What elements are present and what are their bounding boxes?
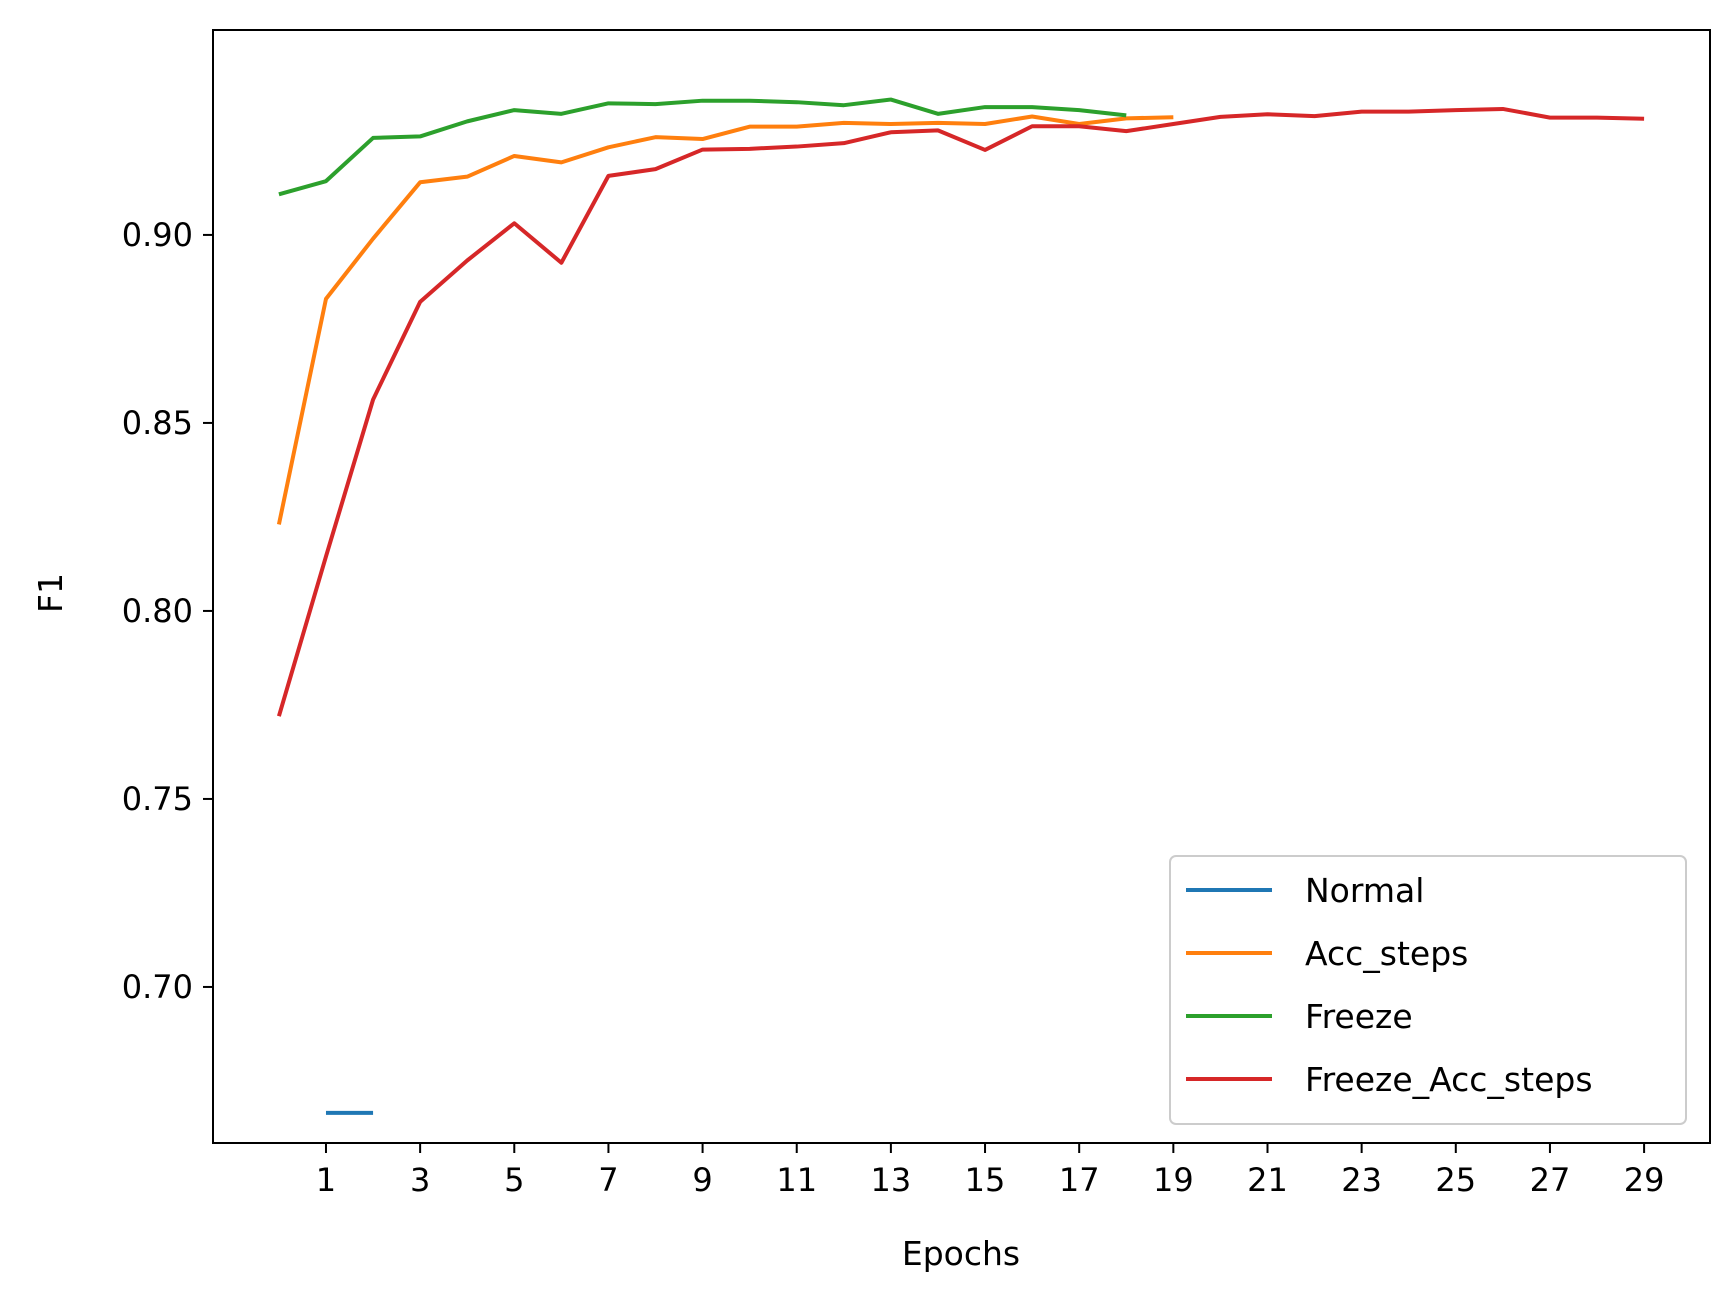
y-tick-label: 0.85 [122,404,193,442]
y-tick-label: 0.80 [122,592,193,630]
plot-frame [212,29,1711,1144]
legend-label-acc-steps: Acc_steps [1305,934,1468,973]
legend-label-normal: Normal [1305,871,1424,910]
y-axis-label: F1 [31,573,70,613]
y-tick-label: 0.90 [122,216,193,254]
legend-entries: Normal Acc_steps Freeze Freeze_Acc_steps [1186,871,1593,1099]
x-tick-label: 13 [871,1161,912,1199]
y-tick-label: 0.75 [122,780,193,818]
x-tick-label: 17 [1059,1161,1100,1199]
x-tick-label: 27 [1530,1161,1571,1199]
x-tick-label: 3 [410,1161,430,1199]
x-tick-label: 7 [598,1161,618,1199]
x-axis-ticks: 1 3 5 7 9 11 13 15 17 19 21 23 25 27 29 [316,1143,1665,1199]
x-tick-label: 15 [965,1161,1006,1199]
x-tick-label: 19 [1153,1161,1194,1199]
legend-label-freeze-acc-steps: Freeze_Acc_steps [1305,1060,1593,1099]
series-layer [276,97,1645,1115]
series-line-freeze-acc-steps [276,106,1645,717]
legend: Normal Acc_steps Freeze Freeze_Acc_steps [1169,855,1687,1125]
x-tick-label: 23 [1341,1161,1382,1199]
x-tick-label: 11 [776,1161,817,1199]
x-axis-label: Epochs [902,1234,1020,1273]
series-line-acc-steps [276,114,1174,525]
y-tick-label: 0.70 [122,968,193,1006]
x-tick-label: 21 [1247,1161,1288,1199]
y-axis-ticks: 0.70 0.75 0.80 0.85 0.90 [122,216,213,1006]
series-line-freeze [278,97,1127,197]
x-tick-label: 29 [1624,1161,1665,1199]
x-tick-label: 25 [1435,1161,1476,1199]
legend-box [1169,855,1687,1125]
legend-label-freeze: Freeze [1305,997,1413,1036]
x-tick-label: 1 [316,1161,336,1199]
x-tick-label: 5 [504,1161,524,1199]
x-tick-label: 9 [692,1161,712,1199]
